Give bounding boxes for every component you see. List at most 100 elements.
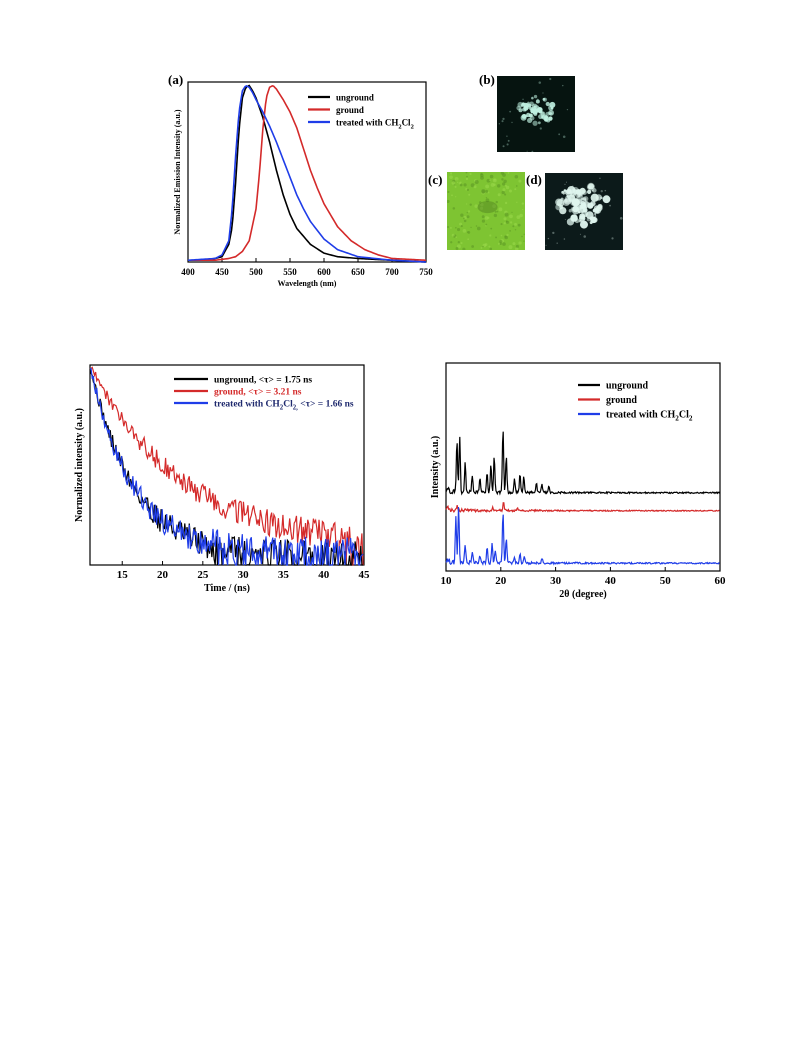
photo-b-crystal-63	[521, 113, 527, 119]
photo-c-grain-93	[459, 183, 463, 187]
photo-d-crystal-49	[570, 214, 578, 222]
photo-c-grain-132	[484, 243, 488, 246]
photo-d-speck-11	[556, 242, 558, 244]
photo-c-grain-61	[489, 247, 493, 250]
photo-c-grain-22	[452, 207, 456, 210]
photo-c-grain-151	[515, 247, 519, 250]
photo-d-speck-23	[574, 203, 577, 206]
photo-c-grain-141	[497, 184, 501, 188]
photo-c-grain-65	[455, 227, 457, 229]
photo-c-grain-122	[469, 203, 472, 206]
pl-legend-label-1: ground	[336, 105, 364, 115]
photo-b-crystal-66	[542, 97, 546, 101]
pl-plot-frame	[187, 81, 427, 263]
photo-b-crystal-54	[536, 107, 541, 113]
photo-d-crystal-97	[582, 217, 585, 220]
photo-c-grain-154	[498, 207, 503, 212]
photo-c-grain-76	[523, 233, 525, 235]
photo-d-crystal-75	[561, 190, 565, 194]
photo-d-crystal-67	[587, 183, 595, 190]
photo-c-grain-71	[503, 217, 507, 221]
photo-c-grain-48	[482, 245, 484, 248]
photo-b-crystal-67	[548, 112, 552, 116]
photo-c-grain-83	[480, 175, 484, 180]
photo-c-grain-100	[465, 172, 468, 174]
photo-c-grain-73	[500, 234, 503, 237]
photo-d-crystal-106	[596, 206, 599, 209]
photo-c-grain-40	[455, 236, 458, 239]
photo-d-crystal-102	[571, 206, 580, 215]
photo-c-grain-111	[515, 185, 518, 187]
pl-xtick-label-4: 600	[317, 267, 331, 277]
photo-c-grain-149	[492, 204, 496, 209]
photo-c-grain-144	[516, 215, 521, 220]
photo-b-crystal-16	[533, 94, 538, 99]
xrd-legend-label-2: treated with CH2Cl2	[606, 410, 693, 423]
pl-series-line-1	[188, 85, 427, 262]
photo-c-grain-11	[485, 197, 488, 199]
photo-c-grain-81	[504, 212, 509, 217]
photo-c-grain-95	[504, 235, 507, 238]
photo-c-grain-87	[460, 241, 463, 245]
photo-b-speck-23	[502, 117, 505, 121]
photo-c-grain-44	[516, 201, 518, 204]
photo-b-speck-22	[536, 98, 539, 101]
photo-c-grain-36	[515, 244, 519, 248]
decay-xtick-label-3: 30	[238, 569, 250, 581]
photo-c-grain-72	[485, 225, 487, 227]
photo-b-speck-24	[531, 150, 534, 152]
photo-c-grain-142	[494, 210, 497, 213]
photo-c-grain-159	[480, 172, 483, 176]
decay-chart: 15 20 25 30 35 40 45 Time / (ns) Normalized inte…	[62, 355, 374, 603]
photo-b-speck-2	[522, 98, 524, 101]
photo-c-grain-86	[449, 172, 453, 175]
photo-d-crystal-76	[602, 195, 611, 204]
photo-d-crystal-68	[579, 187, 586, 195]
xrd-legend-label-1: ground	[606, 395, 637, 406]
photo-c-grain-126	[447, 190, 450, 194]
photo-c-grain-127	[459, 181, 462, 184]
photo-c-grain-134	[474, 204, 478, 208]
photo-d-crystal-109	[555, 198, 563, 206]
photo-b-crystal-47	[533, 105, 536, 108]
photo-c-grain-4	[488, 245, 491, 248]
photo-c-grain-63	[489, 179, 491, 182]
photo-d-speck-18	[583, 235, 587, 238]
photo-c-grain-116	[480, 206, 484, 210]
photo-c-grain-52	[451, 233, 455, 237]
photo-c-grain-88	[468, 193, 471, 196]
photo-b-crystal-29	[538, 114, 543, 120]
decay-series-line-1	[89, 366, 364, 566]
photo-c-grain-46	[501, 190, 505, 195]
photo-c-grain-110	[500, 223, 503, 226]
xrd-xlabel: 2θ (degree)	[559, 589, 607, 600]
xrd-chart: 10 20 30 40 50 60 2θ (degree) Intensity (a.u.) u…	[420, 355, 732, 613]
photo-c-grain-135	[469, 172, 472, 176]
photo-d-crystal-98	[600, 196, 603, 200]
photo-b-speck-16	[506, 135, 508, 137]
photo-b-speck-15	[539, 127, 542, 130]
photo-c-grain-113	[481, 219, 486, 223]
photo-d-crystal-99	[565, 188, 572, 195]
photo-c-grain-37	[470, 183, 475, 188]
xrd-xtick-label-3: 40	[605, 575, 617, 587]
xrd-xtick-label-1: 20	[495, 575, 507, 587]
photo-d-crystal-100	[586, 189, 592, 194]
photo-c-grain-143	[504, 193, 507, 196]
photo-d-crystal-64	[579, 220, 588, 229]
photo-d-speck-4	[611, 237, 614, 240]
photo-d-speck-7	[579, 233, 581, 235]
photo-c-grain-18	[471, 245, 475, 248]
photo-c-grain-121	[508, 245, 513, 250]
xrd-xtick-label-2: 30	[550, 575, 562, 587]
photo-c-shadow	[477, 201, 498, 214]
decay-legend-label-0: unground, <τ> = 1.75 ns	[214, 376, 312, 386]
photo-b-crystal-39	[548, 116, 553, 121]
photo-c-grain-85	[492, 178, 497, 183]
photo-d-crystal-71	[590, 193, 599, 202]
photo-d-crystal-36	[563, 191, 566, 194]
photo-b-speck-7	[527, 107, 529, 109]
photo-c-grain-39	[466, 175, 468, 178]
photo-c-grain-62	[455, 196, 457, 198]
decay-chart-svg: 15 20 25 30 35 40 45 Time / (ns) Normalized inte…	[74, 364, 370, 594]
